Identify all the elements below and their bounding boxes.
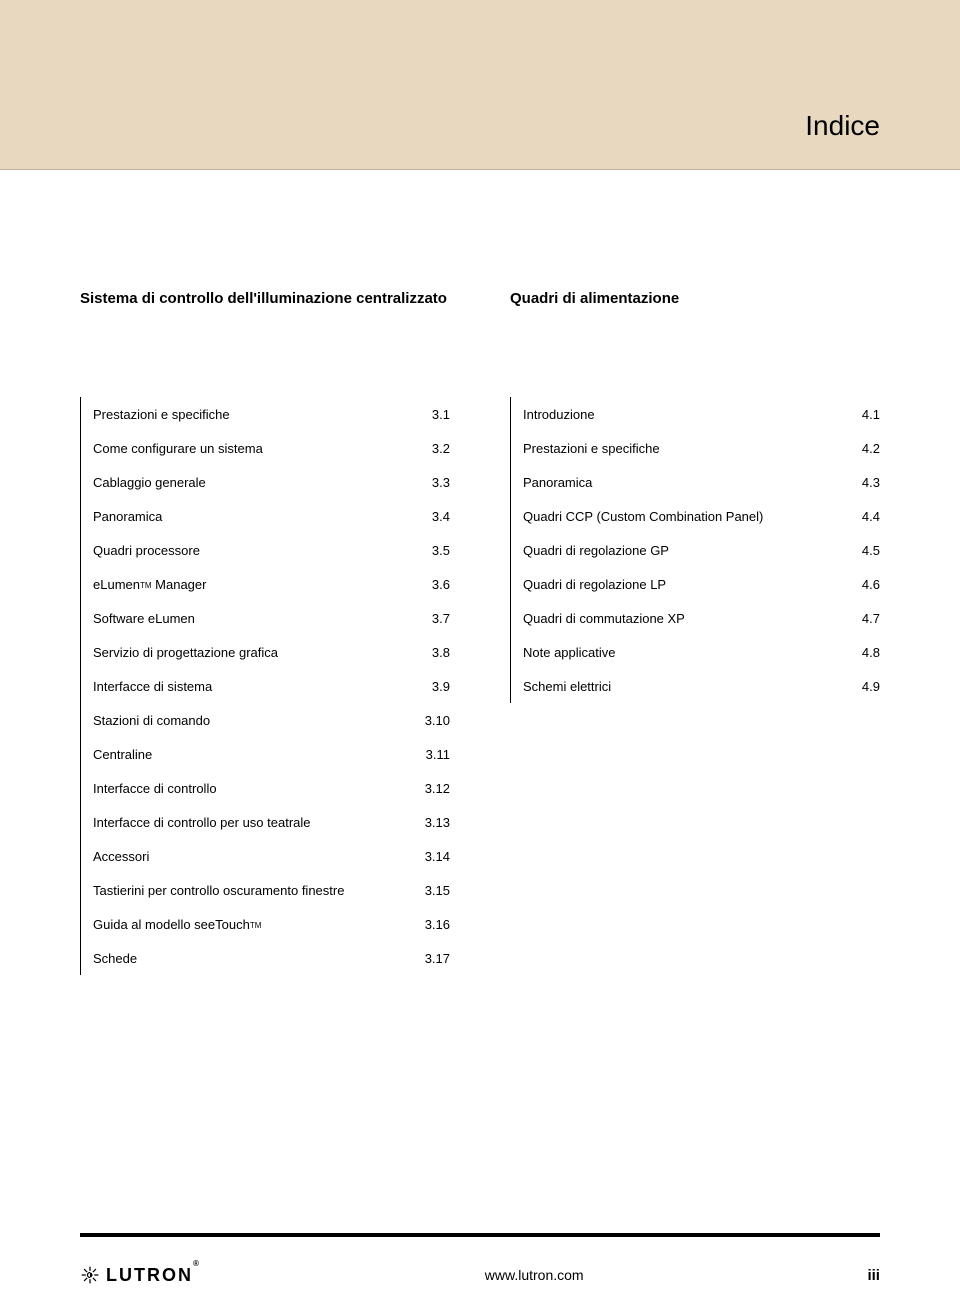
footer-url: www.lutron.com — [485, 1267, 584, 1283]
toc-number: 4.2 — [830, 441, 880, 456]
toc-label: Tastierini per controllo oscuramento fin… — [93, 883, 400, 898]
right-heading: Quadri di alimentazione — [510, 290, 880, 307]
page-footer: LUTRON® www.lutron.com iii — [80, 1233, 880, 1313]
toc-label: Quadri di regolazione LP — [523, 577, 830, 592]
toc-row: Note applicative4.8 — [510, 635, 880, 669]
toc-row: Introduzione4.1 — [510, 397, 880, 431]
toc-number: 4.5 — [830, 543, 880, 558]
toc-label: eLumenTM Manager — [93, 577, 400, 592]
toc-row: Accessori3.14 — [80, 839, 450, 873]
toc-number: 4.1 — [830, 407, 880, 422]
toc-row: Guida al modello seeTouchTM3.16 — [80, 907, 450, 941]
toc-label: Note applicative — [523, 645, 830, 660]
toc-row: Prestazioni e specifiche4.2 — [510, 431, 880, 465]
header-band: Indice — [0, 0, 960, 170]
toc-number: 4.6 — [830, 577, 880, 592]
toc-number: 3.10 — [400, 713, 450, 728]
content-columns: Sistema di controllo dell'illuminazione … — [0, 170, 960, 975]
toc-label: Centraline — [93, 747, 400, 762]
toc-row: Tastierini per controllo oscuramento fin… — [80, 873, 450, 907]
toc-row: Panoramica3.4 — [80, 499, 450, 533]
brand-text: LUTRON® — [106, 1265, 201, 1286]
toc-label: Interfacce di controllo per uso teatrale — [93, 815, 400, 830]
toc-row: Software eLumen3.7 — [80, 601, 450, 635]
toc-number: 3.1 — [400, 407, 450, 422]
toc-number: 4.3 — [830, 475, 880, 490]
toc-row: Centraline3.11 — [80, 737, 450, 771]
toc-label: Quadri di regolazione GP — [523, 543, 830, 558]
toc-row: Panoramica4.3 — [510, 465, 880, 499]
toc-number: 3.5 — [400, 543, 450, 558]
toc-row: Quadri di commutazione XP4.7 — [510, 601, 880, 635]
toc-row: Schede3.17 — [80, 941, 450, 975]
toc-label: Panoramica — [523, 475, 830, 490]
toc-number: 3.3 — [400, 475, 450, 490]
brand-logo: LUTRON® — [80, 1265, 201, 1286]
toc-row: eLumenTM Manager3.6 — [80, 567, 450, 601]
toc-row: Interfacce di sistema3.9 — [80, 669, 450, 703]
left-column: Sistema di controllo dell'illuminazione … — [80, 290, 450, 975]
toc-row: Quadri di regolazione LP4.6 — [510, 567, 880, 601]
toc-number: 3.16 — [400, 917, 450, 932]
toc-row: Schemi elettrici4.9 — [510, 669, 880, 703]
left-toc-list: Prestazioni e specifiche3.1Come configur… — [80, 397, 450, 975]
toc-number: 3.4 — [400, 509, 450, 524]
toc-row: Quadri CCP (Custom Combination Panel)4.4 — [510, 499, 880, 533]
toc-label: Quadri processore — [93, 543, 400, 558]
toc-label: Interfacce di sistema — [93, 679, 400, 694]
toc-row: Quadri di regolazione GP4.5 — [510, 533, 880, 567]
toc-label: Quadri CCP (Custom Combination Panel) — [523, 509, 830, 524]
toc-number: 3.14 — [400, 849, 450, 864]
toc-number: 3.8 — [400, 645, 450, 660]
toc-label: Prestazioni e specifiche — [523, 441, 830, 456]
toc-label: Stazioni di comando — [93, 713, 400, 728]
toc-label: Cablaggio generale — [93, 475, 400, 490]
toc-label: Guida al modello seeTouchTM — [93, 917, 400, 932]
footer-page-number: iii — [867, 1267, 880, 1284]
toc-label: Panoramica — [93, 509, 400, 524]
toc-number: 3.7 — [400, 611, 450, 626]
toc-label: Schede — [93, 951, 400, 966]
toc-label: Come configurare un sistema — [93, 441, 400, 456]
toc-label: Interfacce di controllo — [93, 781, 400, 796]
toc-row: Cablaggio generale3.3 — [80, 465, 450, 499]
trademark-symbol: TM — [140, 581, 152, 590]
toc-number: 3.9 — [400, 679, 450, 694]
toc-label: Software eLumen — [93, 611, 400, 626]
toc-label: Schemi elettrici — [523, 679, 830, 694]
toc-number: 4.8 — [830, 645, 880, 660]
toc-number: 3.2 — [400, 441, 450, 456]
toc-number: 4.4 — [830, 509, 880, 524]
toc-number: 3.13 — [400, 815, 450, 830]
toc-label: Accessori — [93, 849, 400, 864]
toc-number: 3.17 — [400, 951, 450, 966]
toc-label: Quadri di commutazione XP — [523, 611, 830, 626]
right-toc-list: Introduzione4.1Prestazioni e specifiche4… — [510, 397, 880, 703]
toc-row: Stazioni di comando3.10 — [80, 703, 450, 737]
toc-number: 3.12 — [400, 781, 450, 796]
toc-label: Introduzione — [523, 407, 830, 422]
toc-row: Interfacce di controllo3.12 — [80, 771, 450, 805]
toc-number: 3.15 — [400, 883, 450, 898]
toc-number: 3.6 — [400, 577, 450, 592]
toc-number: 4.7 — [830, 611, 880, 626]
toc-row: Prestazioni e specifiche3.1 — [80, 397, 450, 431]
trademark-symbol: TM — [250, 921, 262, 930]
left-heading: Sistema di controllo dell'illuminazione … — [80, 290, 450, 307]
toc-row: Servizio di progettazione grafica3.8 — [80, 635, 450, 669]
toc-number: 3.11 — [400, 747, 450, 762]
right-column: Quadri di alimentazione Introduzione4.1P… — [510, 290, 880, 975]
toc-row: Quadri processore3.5 — [80, 533, 450, 567]
sunburst-icon — [80, 1265, 100, 1285]
page-title: Indice — [805, 110, 880, 142]
toc-label: Prestazioni e specifiche — [93, 407, 400, 422]
toc-label: Servizio di progettazione grafica — [93, 645, 400, 660]
toc-row: Interfacce di controllo per uso teatrale… — [80, 805, 450, 839]
toc-number: 4.9 — [830, 679, 880, 694]
toc-row: Come configurare un sistema3.2 — [80, 431, 450, 465]
